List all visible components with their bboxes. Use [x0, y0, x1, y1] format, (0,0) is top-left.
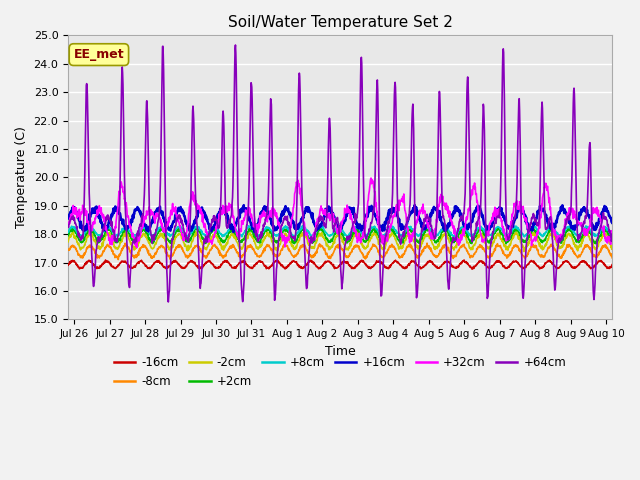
-8cm — [106, 245, 114, 251]
+32cm — [608, 234, 616, 240]
+16cm — [296, 223, 303, 228]
-2cm — [295, 238, 303, 243]
-8cm — [374, 249, 382, 255]
+64cm — [129, 241, 136, 247]
+16cm — [229, 229, 237, 235]
Y-axis label: Temperature (C): Temperature (C) — [15, 126, 28, 228]
+2cm — [374, 232, 382, 238]
-8cm — [423, 240, 431, 246]
Line: +16cm: +16cm — [68, 205, 612, 232]
X-axis label: Time: Time — [324, 345, 355, 358]
+8cm — [608, 232, 616, 238]
Line: -2cm: -2cm — [68, 231, 612, 252]
+64cm — [317, 213, 324, 219]
+8cm — [317, 224, 324, 229]
-2cm — [374, 236, 382, 242]
-8cm — [115, 257, 122, 263]
-2cm — [353, 228, 360, 234]
+64cm — [232, 42, 239, 48]
-2cm — [106, 233, 114, 239]
Line: -8cm: -8cm — [68, 243, 612, 260]
-8cm — [64, 247, 72, 253]
+64cm — [374, 140, 382, 146]
-16cm — [307, 257, 314, 263]
+2cm — [228, 225, 236, 230]
-16cm — [295, 263, 303, 268]
+2cm — [64, 233, 72, 239]
+8cm — [307, 233, 314, 239]
+2cm — [317, 227, 324, 232]
-2cm — [64, 239, 72, 245]
+64cm — [164, 299, 172, 305]
Line: +64cm: +64cm — [68, 45, 612, 302]
+64cm — [608, 239, 616, 244]
+16cm — [374, 221, 382, 227]
+64cm — [106, 218, 114, 224]
+2cm — [296, 231, 303, 237]
-16cm — [468, 266, 476, 272]
+2cm — [502, 241, 510, 247]
+32cm — [106, 241, 114, 247]
Text: EE_met: EE_met — [74, 48, 124, 61]
-8cm — [608, 255, 616, 261]
+2cm — [608, 238, 616, 244]
+16cm — [307, 210, 314, 216]
+32cm — [64, 220, 72, 226]
+8cm — [296, 228, 303, 233]
+16cm — [411, 202, 419, 208]
-16cm — [374, 259, 381, 265]
+8cm — [64, 228, 72, 234]
+32cm — [307, 237, 314, 242]
-8cm — [317, 242, 324, 248]
+64cm — [296, 73, 303, 79]
+32cm — [374, 217, 382, 223]
Line: +32cm: +32cm — [68, 178, 612, 248]
Line: +8cm: +8cm — [68, 226, 612, 237]
+8cm — [374, 227, 382, 233]
+2cm — [106, 228, 114, 233]
+8cm — [106, 226, 114, 231]
-2cm — [316, 232, 324, 238]
+16cm — [106, 219, 114, 225]
+16cm — [64, 215, 72, 220]
+16cm — [129, 216, 136, 221]
-16cm — [64, 262, 72, 268]
-2cm — [520, 249, 528, 254]
+2cm — [307, 238, 314, 243]
+8cm — [422, 223, 430, 228]
-8cm — [296, 248, 303, 253]
Line: +2cm: +2cm — [68, 228, 612, 244]
+32cm — [133, 245, 141, 251]
+8cm — [148, 234, 156, 240]
+64cm — [307, 237, 315, 243]
+2cm — [129, 236, 136, 242]
-16cm — [129, 265, 136, 271]
Legend: -16cm, -8cm, -2cm, +2cm, +8cm, +16cm, +32cm, +64cm: -16cm, -8cm, -2cm, +2cm, +8cm, +16cm, +3… — [109, 352, 571, 393]
-2cm — [307, 244, 314, 250]
-8cm — [129, 253, 136, 259]
+8cm — [129, 232, 136, 238]
-16cm — [316, 266, 324, 272]
-16cm — [106, 262, 114, 267]
+16cm — [608, 220, 616, 226]
+32cm — [129, 232, 136, 238]
+16cm — [317, 222, 324, 228]
Title: Soil/Water Temperature Set 2: Soil/Water Temperature Set 2 — [228, 15, 452, 30]
-16cm — [608, 262, 616, 267]
-16cm — [460, 257, 468, 263]
-2cm — [129, 244, 136, 250]
-8cm — [307, 252, 314, 258]
-2cm — [608, 245, 616, 251]
+64cm — [64, 223, 72, 229]
+32cm — [367, 175, 375, 181]
+32cm — [317, 206, 324, 212]
+32cm — [296, 184, 303, 190]
Line: -16cm: -16cm — [68, 260, 612, 269]
